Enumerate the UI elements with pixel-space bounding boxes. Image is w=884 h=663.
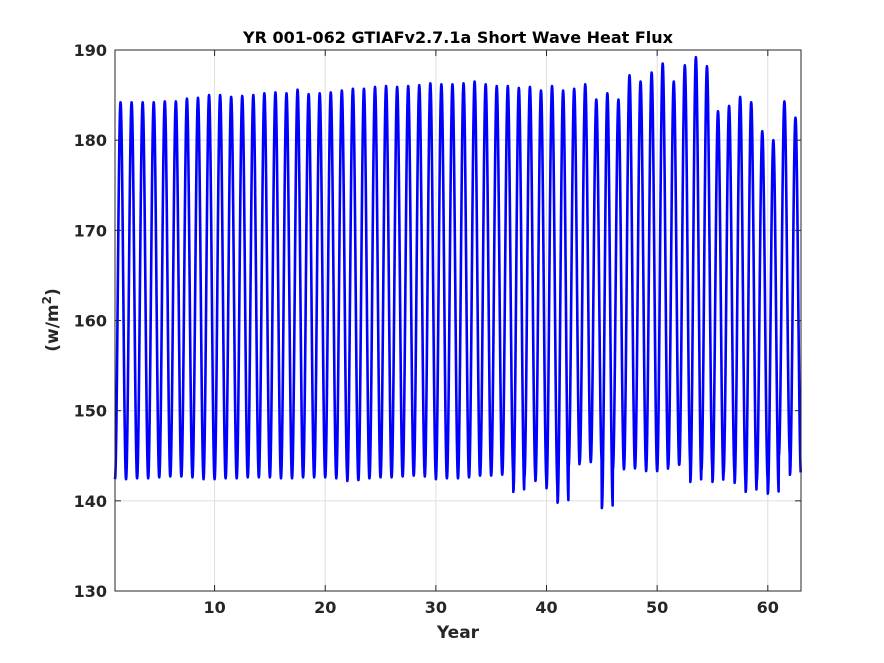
grid: [115, 50, 801, 591]
y-axis-label-close: ): [43, 288, 63, 296]
y-tick-labels: 130 140 150 160 170 180 190: [74, 41, 107, 601]
data-series: [113, 55, 803, 510]
series-line: [113, 55, 803, 510]
y-tick-label: 160: [74, 312, 107, 331]
ticks: [115, 49, 801, 592]
y-axis-label-superscript: 2: [40, 296, 54, 304]
x-tick-label: 10: [203, 598, 225, 617]
y-tick-label: 180: [74, 131, 107, 150]
x-tick-label: 50: [646, 598, 668, 617]
x-tick-label: 60: [757, 598, 779, 617]
y-tick-label: 140: [74, 492, 107, 511]
x-tick-label: 30: [425, 598, 447, 617]
y-tick-label: 130: [74, 582, 107, 601]
y-axis-label: (w/m2): [40, 288, 63, 352]
x-tick-labels: 10 20 30 40 50 60: [203, 598, 778, 617]
x-axis-label: Year: [436, 623, 480, 643]
y-axis-label-base: (w/m: [43, 304, 63, 351]
chart-title: YR 001-062 GTIAFv2.7.1a Short Wave Heat …: [242, 28, 674, 47]
x-tick-label: 20: [314, 598, 336, 617]
y-tick-label: 190: [74, 41, 107, 60]
y-tick-label: 170: [74, 221, 107, 240]
y-tick-label: 150: [74, 402, 107, 421]
x-tick-label: 40: [535, 598, 557, 617]
